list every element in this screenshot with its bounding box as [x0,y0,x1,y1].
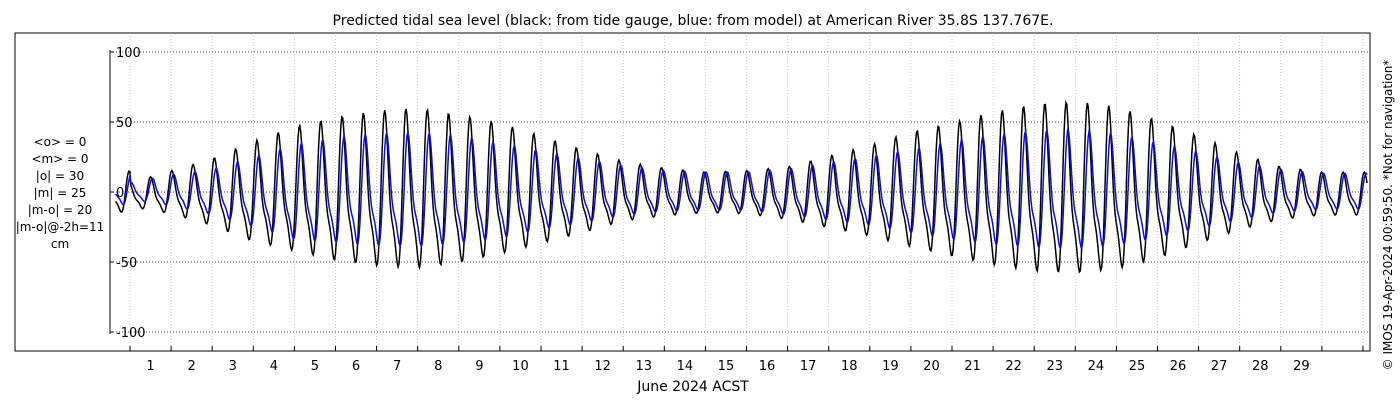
y-axis: 100 50 0 -50 -100 [109,46,146,341]
chart-title: Predicted tidal sea level (black: from t… [333,13,1054,29]
x-tick-label: 10 [512,359,529,374]
stats-box: <o> = 0 <m> = 0 |o| = 30 |m| = 25 |m-o| = 20… [16,135,105,251]
stat-line: <o> = 0 [34,135,87,149]
x-tick-label: 7 [393,359,401,374]
x-tick-label: 1 [146,359,154,374]
x-tick-label: 21 [964,359,981,374]
grid-lines [110,33,1370,351]
x-tick-label: 9 [475,359,483,374]
y-tick-label: 50 [116,116,133,131]
x-tick-label: 14 [677,359,694,374]
x-tick-label: 12 [594,359,611,374]
x-tick-label: 11 [553,359,570,374]
x-tick-label: 4 [270,359,278,374]
x-tick-label: 15 [718,359,735,374]
stat-line: |m-o|@-2h=11 [16,220,105,234]
stat-line: <m> = 0 [31,152,88,166]
y-tick-label: -50 [116,256,137,271]
x-tick-label: 20 [923,359,940,374]
x-axis-label: June 2024 ACST [636,379,749,395]
x-tick-label: 27 [1211,359,1228,374]
x-tick-label: 3 [229,359,237,374]
stat-line: |o| = 30 [36,169,84,183]
x-tick-label: 29 [1293,359,1310,374]
x-tick-label: 8 [434,359,442,374]
x-tick-label: 26 [1170,359,1187,374]
y-tick-label: 0 [116,186,124,201]
x-tick-label: 19 [882,359,899,374]
series-line-model [114,128,1368,250]
x-tick-label: 6 [352,359,360,374]
stat-line: |m-o| = 20 [28,203,93,217]
stat-line: cm [51,237,69,251]
series-layer [114,100,1368,274]
x-axis: 1 2 3 4 5 6 7 8 9 10 11 12 13 14 15 16 17 18 19 20 21 22 23 24 2… [129,346,1364,374]
x-tick-label: 22 [1005,359,1022,374]
stat-line: |m| = 25 [34,186,87,200]
plot-frame [14,32,1371,352]
x-tick-label: 17 [800,359,817,374]
credit-text: © IMOS 19-Apr-2024 00:59:50. *Not for na… [1381,60,1395,371]
x-tick-label: 2 [188,359,196,374]
series-line-gauge [115,100,1368,274]
x-tick-label: 24 [1088,359,1105,374]
y-tick-label: -100 [116,326,146,341]
x-tick-label: 25 [1129,359,1146,374]
x-tick-label: 23 [1046,359,1063,374]
y-tick-label: 100 [116,46,141,61]
x-tick-label: 18 [841,359,858,374]
x-tick-label: 13 [635,359,652,374]
x-tick-label: 28 [1252,359,1269,374]
x-tick-label: 16 [759,359,776,374]
x-tick-label: 5 [311,359,319,374]
